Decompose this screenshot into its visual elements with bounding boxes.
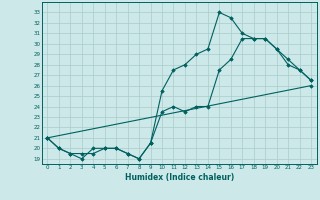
X-axis label: Humidex (Indice chaleur): Humidex (Indice chaleur) xyxy=(124,173,234,182)
